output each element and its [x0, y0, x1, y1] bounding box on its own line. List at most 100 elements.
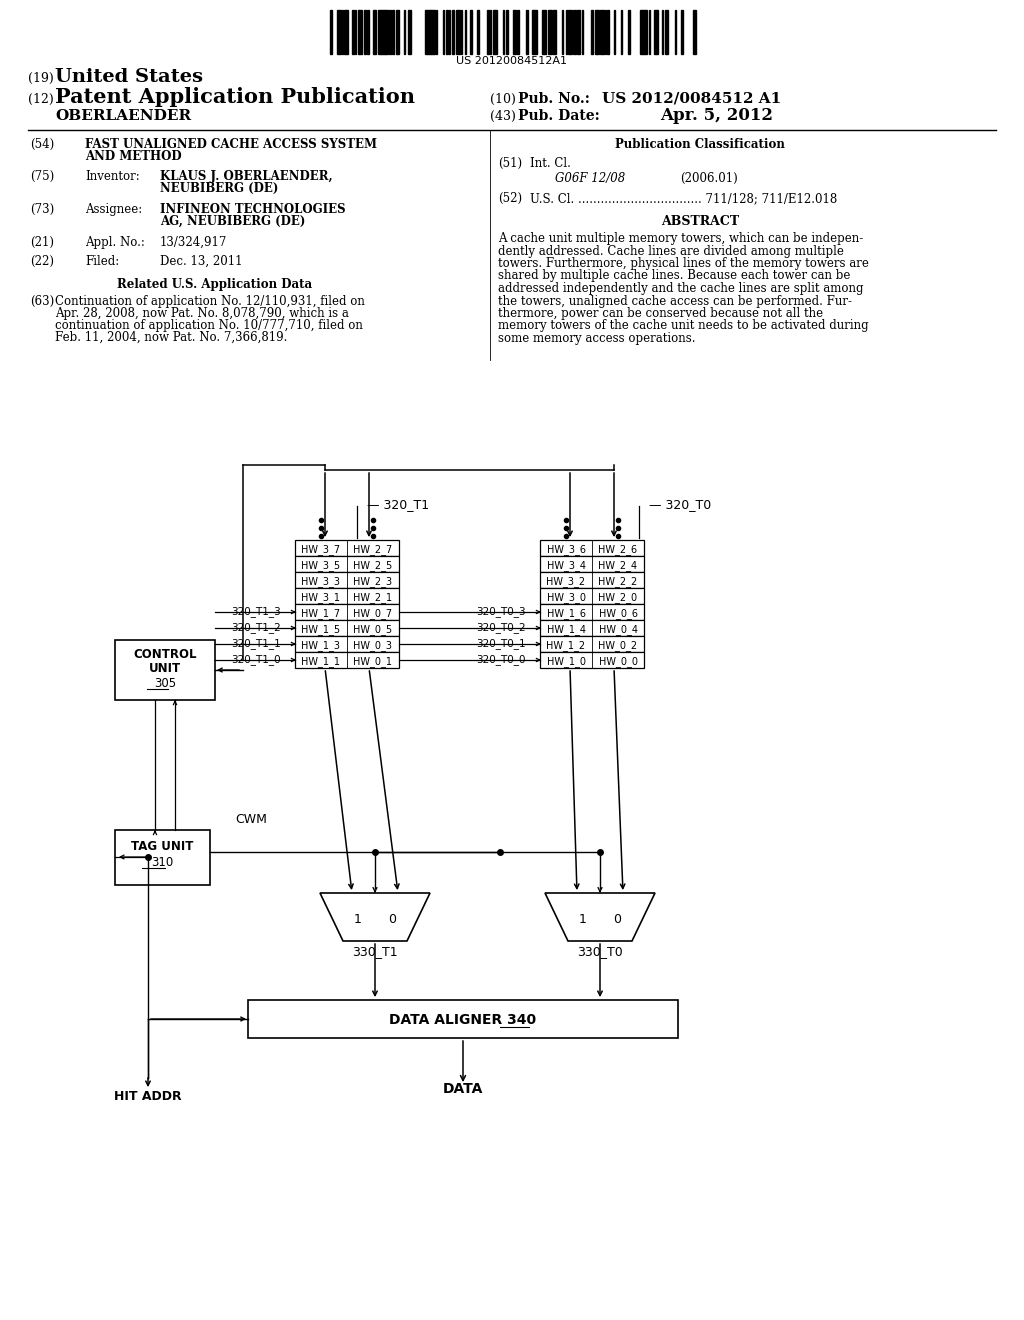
Text: Apr. 28, 2008, now Pat. No. 8,078,790, which is a: Apr. 28, 2008, now Pat. No. 8,078,790, w…: [55, 308, 349, 319]
Text: HW_0_2: HW_0_2: [598, 640, 638, 651]
Text: (19): (19): [28, 73, 53, 84]
Text: continuation of application No. 10/777,710, filed on: continuation of application No. 10/777,7…: [55, 319, 362, 333]
Text: Feb. 11, 2004, now Pat. No. 7,366,819.: Feb. 11, 2004, now Pat. No. 7,366,819.: [55, 331, 288, 345]
Text: HW_1_3: HW_1_3: [301, 640, 341, 651]
Text: HW_2_3: HW_2_3: [353, 576, 392, 587]
Bar: [526, 11, 528, 54]
Text: U.S. Cl. ................................. 711/128; 711/E12.018: U.S. Cl. ...............................…: [530, 191, 838, 205]
Bar: [295, 652, 399, 668]
Bar: [654, 11, 657, 54]
Text: HW_3_5: HW_3_5: [301, 560, 341, 572]
Text: HW_0_0: HW_0_0: [598, 656, 638, 667]
Bar: [493, 11, 495, 54]
Text: DATA: DATA: [442, 1082, 483, 1096]
Text: AG, NEUBIBERG (DE): AG, NEUBIBERG (DE): [160, 215, 305, 228]
Text: towers. Furthermore, physical lines of the memory towers are: towers. Furthermore, physical lines of t…: [498, 257, 869, 271]
Text: 320_T1_1—: 320_T1_1—: [230, 638, 291, 649]
Text: 0: 0: [613, 913, 621, 927]
Text: HW_3_7: HW_3_7: [301, 544, 341, 554]
Bar: [456, 11, 460, 54]
Text: US 2012/0084512 A1: US 2012/0084512 A1: [602, 92, 781, 106]
Bar: [397, 11, 399, 54]
Bar: [425, 11, 429, 54]
Bar: [392, 11, 394, 54]
Text: United States: United States: [55, 69, 203, 86]
Text: 13/324,917: 13/324,917: [160, 236, 227, 249]
Text: HW_1_1: HW_1_1: [301, 656, 341, 667]
Bar: [373, 11, 376, 54]
Bar: [295, 572, 399, 587]
Bar: [344, 11, 346, 54]
Text: HW_3_4: HW_3_4: [547, 560, 586, 572]
Text: FAST UNALIGNED CACHE ACCESS SYSTEM: FAST UNALIGNED CACHE ACCESS SYSTEM: [85, 139, 377, 150]
Text: (12): (12): [28, 92, 53, 106]
Text: (73): (73): [30, 203, 54, 216]
Text: HW_2_5: HW_2_5: [353, 560, 392, 572]
Text: dently addressed. Cache lines are divided among multiple: dently addressed. Cache lines are divide…: [498, 244, 844, 257]
Text: HW_3_6: HW_3_6: [547, 544, 586, 554]
Bar: [681, 11, 683, 54]
Text: thermore, power can be conserved because not all the: thermore, power can be conserved because…: [498, 308, 823, 319]
Bar: [540, 540, 644, 556]
Bar: [408, 11, 411, 54]
Text: HW_0_6: HW_0_6: [598, 609, 638, 619]
Text: HW_1_4: HW_1_4: [547, 624, 586, 635]
Text: HW_0_1: HW_0_1: [353, 656, 392, 667]
Text: HW_3_1: HW_3_1: [301, 591, 341, 603]
Bar: [574, 11, 575, 54]
Bar: [540, 587, 644, 605]
Text: (54): (54): [30, 139, 54, 150]
Text: HW_0_7: HW_0_7: [353, 609, 392, 619]
Text: CWM: CWM: [234, 813, 267, 826]
Text: 1: 1: [354, 913, 361, 927]
Bar: [513, 11, 516, 54]
Text: AND METHOD: AND METHOD: [85, 150, 181, 162]
Text: US 20120084512A1: US 20120084512A1: [457, 55, 567, 66]
Text: HW_2_0: HW_2_0: [598, 591, 638, 603]
Text: HW_2_2: HW_2_2: [598, 576, 638, 587]
Bar: [554, 11, 556, 54]
Bar: [295, 605, 399, 620]
Text: (2006.01): (2006.01): [680, 172, 737, 185]
Bar: [337, 11, 341, 54]
Text: Related U.S. Application Data: Related U.S. Application Data: [118, 279, 312, 290]
Bar: [568, 11, 570, 54]
Text: (52): (52): [498, 191, 522, 205]
Text: HW_2_7: HW_2_7: [353, 544, 392, 554]
Bar: [597, 11, 599, 54]
Bar: [495, 11, 497, 54]
Text: 330_T0: 330_T0: [578, 945, 623, 958]
Text: HW_3_0: HW_3_0: [547, 591, 586, 603]
Bar: [595, 11, 597, 54]
Text: 305: 305: [154, 677, 176, 690]
Text: ABSTRACT: ABSTRACT: [660, 215, 739, 228]
Text: (10): (10): [490, 92, 516, 106]
Text: Dec. 13, 2011: Dec. 13, 2011: [160, 255, 243, 268]
Bar: [295, 587, 399, 605]
Bar: [381, 11, 383, 54]
Bar: [487, 11, 489, 54]
Text: 320_T1_3—: 320_T1_3—: [230, 606, 291, 616]
Bar: [115, 640, 215, 700]
Bar: [383, 11, 385, 54]
Text: CONTROL: CONTROL: [133, 648, 197, 661]
Bar: [517, 11, 519, 54]
Text: HW_3_2: HW_3_2: [547, 576, 586, 587]
Bar: [295, 636, 399, 652]
Bar: [540, 652, 644, 668]
Bar: [295, 556, 399, 572]
Text: (22): (22): [30, 255, 54, 268]
Text: Pub. Date:: Pub. Date:: [518, 110, 600, 123]
Bar: [644, 11, 647, 54]
Bar: [115, 830, 210, 884]
Bar: [540, 605, 644, 620]
Bar: [431, 11, 435, 54]
Bar: [352, 11, 354, 54]
Bar: [534, 11, 537, 54]
Text: 320_T0_0—: 320_T0_0—: [476, 653, 536, 665]
Text: KLAUS J. OBERLAENDER,: KLAUS J. OBERLAENDER,: [160, 170, 333, 183]
Text: Publication Classification: Publication Classification: [615, 139, 785, 150]
Text: HW_0_4: HW_0_4: [598, 624, 638, 635]
Text: 330_T1: 330_T1: [352, 945, 397, 958]
Bar: [665, 11, 668, 54]
